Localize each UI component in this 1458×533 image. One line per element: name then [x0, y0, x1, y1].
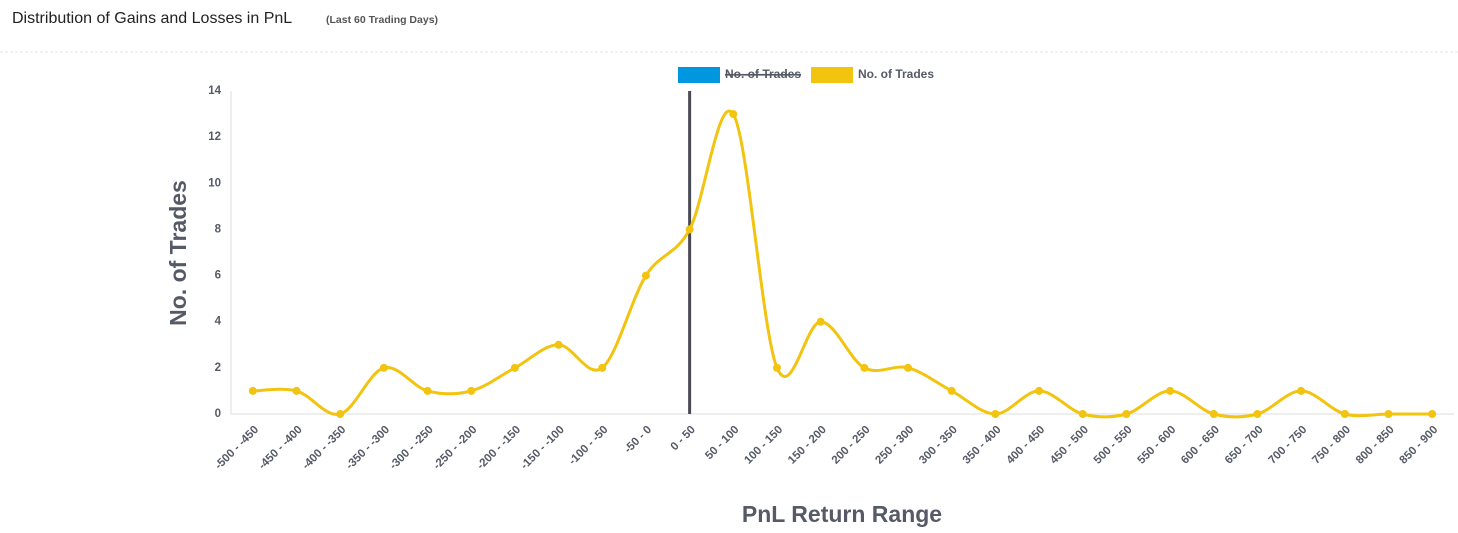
data-point: [772, 363, 781, 372]
x-tick-label: 350 - 400: [961, 424, 1004, 467]
x-tick-label: -400 - -350: [300, 424, 348, 472]
x-tick-label: -50 - 0: [622, 424, 654, 456]
data-point: [1253, 410, 1262, 418]
y-tick-label: 2: [215, 362, 221, 374]
x-tick-label: 150 - 200: [786, 424, 829, 467]
x-tick-label: 0 - 50: [669, 424, 698, 453]
data-point: [292, 386, 301, 395]
chart-title: Distribution of Gains and Losses in PnL: [12, 10, 292, 27]
x-tick-label: 600 - 650: [1179, 424, 1222, 467]
y-tick-label: 0: [215, 408, 221, 420]
legend-swatch: [678, 67, 720, 83]
x-tick-label: 200 - 250: [830, 424, 873, 467]
x-tick-label: -300 - -250: [388, 424, 436, 472]
x-tick-label: 550 - 600: [1135, 424, 1178, 467]
x-tick-label: 100 - 150: [742, 424, 785, 467]
x-tick-label: 500 - 550: [1092, 424, 1135, 467]
y-tick-label: 4: [215, 316, 222, 328]
data-point: [1166, 386, 1175, 395]
x-tick-label: 650 - 700: [1223, 424, 1266, 467]
x-tick-label: -150 - -100: [519, 424, 567, 472]
data-point: [1340, 410, 1349, 418]
x-tick-label: 750 - 800: [1310, 424, 1353, 467]
data-point: [1078, 410, 1087, 418]
x-tick-label: -450 - -400: [257, 424, 305, 472]
x-tick-label: 400 - 450: [1004, 424, 1047, 467]
data-point: [379, 363, 388, 372]
data-point: [729, 110, 738, 119]
x-tick-label: 50 - 100: [703, 424, 741, 462]
x-axis-label: PnL Return Range: [742, 501, 942, 527]
y-tick-label: 6: [215, 270, 221, 282]
data-point: [685, 225, 694, 234]
chart-subtitle: (Last 60 Trading Days): [326, 14, 438, 26]
data-point: [423, 386, 432, 395]
data-point: [816, 317, 825, 326]
y-axis-label: No. of Trades: [165, 180, 191, 326]
x-tick-label: -500 - -450: [213, 424, 261, 472]
y-tick-label: 10: [208, 177, 221, 189]
x-tick-label: 800 - 850: [1354, 424, 1397, 467]
y-tick-label: 12: [208, 131, 221, 143]
x-tick-label: 300 - 350: [917, 424, 960, 467]
data-point: [336, 410, 345, 418]
x-tick-label: -100 - -50: [567, 424, 611, 468]
data-point: [991, 410, 1000, 418]
data-point: [510, 363, 519, 372]
legend-label: No. of Trades: [858, 67, 934, 81]
x-tick-label: 700 - 750: [1267, 424, 1310, 467]
data-point: [1428, 410, 1437, 418]
x-tick-label: -200 - -150: [475, 424, 523, 472]
data-point: [554, 340, 563, 349]
data-point: [467, 386, 476, 395]
data-point: [598, 363, 607, 372]
data-point: [1122, 410, 1131, 418]
data-point: [947, 386, 956, 395]
data-point: [1209, 410, 1218, 418]
data-point: [860, 363, 869, 372]
data-point: [248, 386, 257, 395]
x-tick-label: 850 - 900: [1398, 424, 1441, 467]
data-point: [641, 271, 650, 280]
data-point: [1297, 386, 1306, 395]
x-tick-label: -250 - -200: [431, 424, 479, 472]
legend-swatch: [811, 67, 854, 83]
x-tick-label: -350 - -300: [344, 424, 392, 472]
series-line: [252, 109, 1433, 419]
legend-label: No. of Trades: [725, 67, 801, 81]
y-tick-label: 8: [215, 223, 222, 235]
x-tick-label: 250 - 300: [873, 424, 916, 467]
data-point: [904, 363, 913, 372]
data-point: [1035, 386, 1044, 395]
data-point: [1384, 410, 1393, 418]
y-tick-label: 14: [208, 85, 221, 97]
x-tick-label: 450 - 500: [1048, 424, 1091, 467]
